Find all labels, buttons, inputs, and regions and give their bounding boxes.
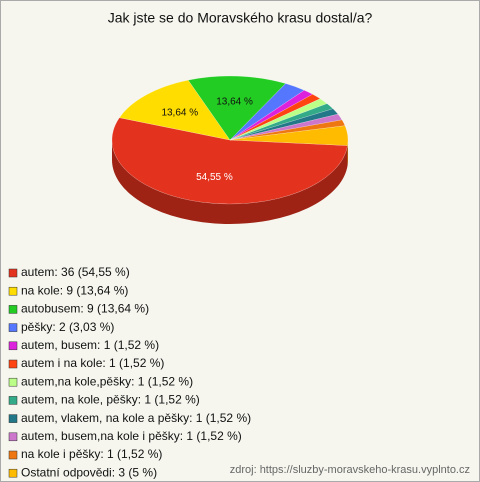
legend-swatch (8, 414, 18, 423)
legend-swatch (8, 468, 18, 478)
slice-label: 13,64 % (161, 108, 198, 119)
slice (229, 103, 334, 141)
legend-label: autobusem: 9 (13,64 %) (21, 302, 149, 316)
legend-swatch (8, 396, 18, 405)
slice (187, 75, 287, 141)
legend-swatch (8, 341, 18, 351)
legend-swatch (8, 323, 18, 332)
slice-side (112, 140, 348, 225)
legend-label: pěšky: 2 (3,03 %) (21, 320, 114, 334)
source: zdroj: https://sluzby-moravskeho-krasu.v… (230, 464, 470, 476)
legend-label: autem, busem,na kole i pěšky: 1 (1,52 %) (21, 429, 242, 443)
slice (229, 113, 343, 141)
legend-label: autem,na kole,pěšky: 1 (1,52 %) (21, 374, 193, 388)
legend-label: autem, busem: 1 (1,52 %) (21, 338, 159, 352)
slice (229, 83, 305, 141)
legend-label: autem, na kole, pěšky: 1 (1,52 %) (21, 393, 200, 407)
legend-label: autem: 36 (54,55 %) (21, 265, 130, 279)
legend-swatch (8, 432, 18, 442)
slice (229, 98, 328, 141)
slice (118, 79, 231, 141)
slice (229, 108, 339, 141)
legend-label: na kole i pěšky: 1 (1,52 %) (21, 447, 162, 461)
legend-swatch (8, 268, 18, 278)
slice (111, 117, 348, 205)
legend-label: autem i na kole: 1 (1,52 %) (21, 356, 164, 370)
chart-title: Jak jste se do Moravského krasu dostal/a… (108, 10, 373, 26)
legend-swatch (8, 450, 18, 460)
slice (229, 119, 346, 141)
legend-swatch (8, 359, 18, 369)
slice-label: 13,64 % (216, 96, 253, 107)
legend-label: na kole: 9 (13,64 %) (21, 283, 128, 297)
legend-swatch (8, 377, 18, 387)
slice (229, 89, 314, 141)
legend-swatch (8, 305, 18, 314)
legend-swatch (8, 286, 18, 296)
slice-label: 54,55 % (196, 172, 233, 183)
legend-label: autem, vlakem, na kole a pěšky: 1 (1,52 … (21, 411, 251, 425)
slice (229, 94, 321, 141)
legend-label: Ostatní odpovědi: 3 (5 %) (21, 465, 157, 479)
slice (229, 125, 349, 146)
